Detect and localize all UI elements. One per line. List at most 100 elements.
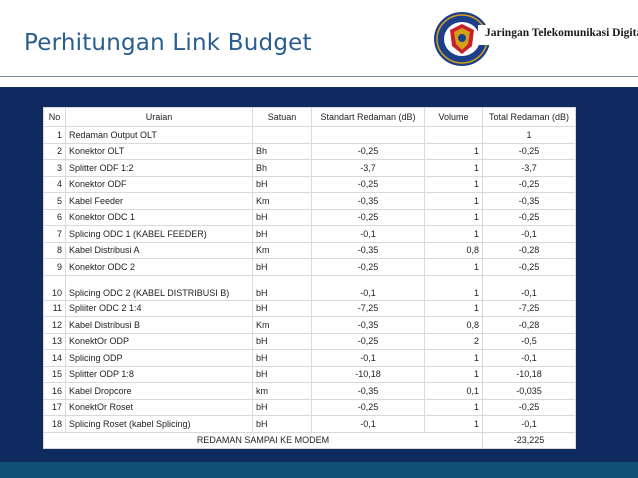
- cell-uraian: Kabel Feeder: [65, 192, 253, 210]
- cell-uraian: Kabel Dropcore: [65, 382, 253, 400]
- cell-uraian: Spliiter ODC 2 1:4: [65, 299, 253, 317]
- header-total: Total Redaman (dB): [482, 107, 576, 127]
- cell-standart: -0,1: [311, 349, 425, 367]
- cell-standart: -0,35: [311, 241, 425, 259]
- cell-uraian: Splicing Roset (kabel Splicing): [65, 415, 253, 433]
- footer-total: -23,225: [482, 431, 576, 449]
- table-row: 16 Kabel Dropcore km -0,35 0,1 -0,035: [43, 382, 576, 400]
- cell-no: 10: [43, 274, 66, 301]
- cell-standart: -0,1: [311, 225, 425, 243]
- cell-no: 9: [43, 258, 66, 276]
- table-row: 1 Redaman Output OLT 1: [43, 126, 576, 144]
- cell-uraian: Splicing ODC 2 (KABEL DISTRIBUSI B): [65, 274, 253, 301]
- cell-uraian: Splicing ODC 1 (KABEL FEEDER): [65, 225, 253, 243]
- cell-standart: -0,25: [311, 332, 425, 350]
- cell-no: 4: [43, 175, 66, 193]
- cell-volume: 1: [424, 274, 483, 301]
- table-row: 6 Konektor ODC 1 bH -0,25 1 -0,25: [43, 208, 576, 226]
- table-row: 8 Kabel Distribusi A Km -0,35 0,8 -0,28: [43, 241, 576, 259]
- cell-total: -0,25: [482, 258, 576, 276]
- cell-satuan: Bh: [252, 142, 312, 160]
- cell-satuan: bH: [252, 398, 312, 416]
- cell-satuan: bH: [252, 415, 312, 433]
- cell-total: -3,7: [482, 159, 576, 177]
- table-row: 12 Kabel Distribusi B Km -0,35 0,8 -0,28: [43, 316, 576, 334]
- cell-standart: -3,7: [311, 159, 425, 177]
- cell-satuan: bH: [252, 332, 312, 350]
- cell-satuan: Bh: [252, 159, 312, 177]
- table-footer-row: REDAMAN SAMPAI KE MODEM -23,225: [43, 431, 576, 449]
- header-uraian: Uraian: [65, 107, 253, 127]
- table-row: 5 Kabel Feeder Km -0,35 1 -0,35: [43, 192, 576, 210]
- cell-no: 7: [43, 225, 66, 243]
- cell-satuan: bH: [252, 365, 312, 383]
- cell-total: -0,5: [482, 332, 576, 350]
- cell-volume: 1: [424, 159, 483, 177]
- cell-standart: [311, 126, 425, 144]
- cell-no: 6: [43, 208, 66, 226]
- cell-uraian: Konektor OLT: [65, 142, 253, 160]
- cell-uraian: Redaman Output OLT: [65, 126, 253, 144]
- title-divider: [0, 76, 638, 77]
- cell-total: -0,1: [482, 274, 576, 301]
- cell-uraian: Splitter ODP 1:8: [65, 365, 253, 383]
- cell-satuan: km: [252, 382, 312, 400]
- table-row: 4 Konektor ODF bH -0,25 1 -0,25: [43, 175, 576, 193]
- cell-standart: -7,25: [311, 299, 425, 317]
- cell-satuan: bH: [252, 274, 312, 301]
- cell-no: 15: [43, 365, 66, 383]
- cell-no: 13: [43, 332, 66, 350]
- cell-volume: 1: [424, 365, 483, 383]
- cell-no: 1: [43, 126, 66, 144]
- cell-standart: -0,35: [311, 316, 425, 334]
- cell-standart: -0,25: [311, 398, 425, 416]
- cell-no: 2: [43, 142, 66, 160]
- bottom-strip: [0, 462, 638, 478]
- cell-satuan: Km: [252, 316, 312, 334]
- cell-standart: -0,1: [311, 415, 425, 433]
- cell-total: -0,35: [482, 192, 576, 210]
- cell-satuan: bH: [252, 225, 312, 243]
- cell-standart: -0,25: [311, 175, 425, 193]
- table-row: 17 KonektOr Roset bH -0,25 1 -0,25: [43, 398, 576, 416]
- cell-volume: 1: [424, 225, 483, 243]
- cell-total: -0,1: [482, 225, 576, 243]
- table-row: 15 Splitter ODP 1:8 bH -10,18 1 -10,18: [43, 365, 576, 383]
- cell-no: 16: [43, 382, 66, 400]
- table-row: 14 Splicing ODP bH -0,1 1 -0,1: [43, 349, 576, 367]
- table-row: 3 Splitter ODF 1:2 Bh -3,7 1 -3,7: [43, 159, 576, 177]
- cell-total: -0,25: [482, 142, 576, 160]
- cell-uraian: Kabel Distribusi B: [65, 316, 253, 334]
- cell-satuan: Km: [252, 241, 312, 259]
- cell-standart: -0,1: [311, 274, 425, 301]
- cell-no: 18: [43, 415, 66, 433]
- cell-uraian: KonektOr Roset: [65, 398, 253, 416]
- table-row: 10 Splicing ODC 2 (KABEL DISTRIBUSI B) b…: [43, 274, 576, 301]
- cell-volume: 1: [424, 175, 483, 193]
- brand-bar: [478, 25, 638, 45]
- table-row: 9 Konektor ODC 2 bH -0,25 1 -0,25: [43, 258, 576, 276]
- table-header-row: No Uraian Satuan Standart Redaman (dB) V…: [43, 107, 576, 127]
- cell-uraian: Konektor ODF: [65, 175, 253, 193]
- cell-no: 3: [43, 159, 66, 177]
- cell-uraian: Splitter ODF 1:2: [65, 159, 253, 177]
- link-budget-table: No Uraian Satuan Standart Redaman (dB) V…: [43, 107, 576, 449]
- cell-volume: 1: [424, 208, 483, 226]
- header-standart: Standart Redaman (dB): [311, 107, 425, 127]
- cell-volume: 1: [424, 415, 483, 433]
- cell-total: -0,25: [482, 175, 576, 193]
- cell-total: -0,1: [482, 415, 576, 433]
- cell-satuan: bH: [252, 349, 312, 367]
- cell-total: -0,035: [482, 382, 576, 400]
- cell-volume: 1: [424, 398, 483, 416]
- cell-volume: 0,8: [424, 241, 483, 259]
- cell-satuan: bH: [252, 299, 312, 317]
- cell-uraian: Konektor ODC 1: [65, 208, 253, 226]
- header-volume: Volume: [424, 107, 483, 127]
- cell-standart: -0,25: [311, 142, 425, 160]
- cell-volume: 1: [424, 258, 483, 276]
- cell-standart: -0,35: [311, 382, 425, 400]
- cell-standart: -0,25: [311, 208, 425, 226]
- cell-no: 17: [43, 398, 66, 416]
- table-row: 18 Splicing Roset (kabel Splicing) bH -0…: [43, 415, 576, 433]
